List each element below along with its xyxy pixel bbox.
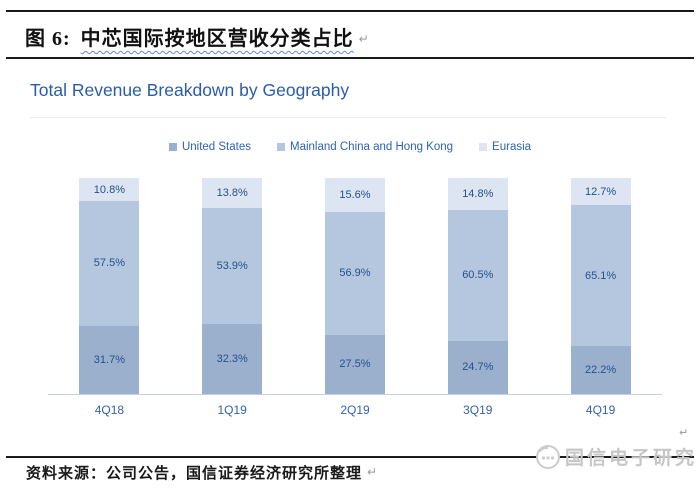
bar-segment: 13.8% [202,178,263,208]
bar-value-label: 56.9% [339,267,371,280]
brand-watermark: 国信电子研究 [535,443,697,470]
x-axis-label: 2Q19 [340,403,370,417]
legend-label: Eurasia [492,141,532,153]
x-axis-label: 4Q19 [585,403,616,417]
figure-title: 中芯国际按地区营收分类占比 [80,26,354,50]
x-axis-label: 1Q19 [217,403,247,417]
x-axis-line [48,394,662,395]
bar-segment: 65.1% [570,205,631,347]
bar-segment: 14.8% [447,178,508,210]
bar-value-label: 14.8% [462,187,494,200]
wechat-account-logo-icon [535,444,560,469]
bar-segment: 57.5% [79,201,140,326]
chart-title: Total Revenue Breakdown by Geography [30,80,350,100]
bar-value-label: 12.7% [584,185,617,198]
legend-label: United States [181,141,251,153]
x-axis-label: 4Q18 [94,403,125,417]
bar-value-label: 13.8% [216,186,248,199]
bar-segment: 53.9% [202,207,263,325]
bar-value-label: 24.7% [462,361,494,374]
legend-swatch-icon [479,143,488,151]
chart-legend: United States Mainland China and Hong Kon… [0,141,700,153]
legend-item: Eurasia [479,141,531,153]
bar-value-label: 57.5% [93,257,125,270]
legend-item: United States [168,141,251,153]
bar-value-label: 32.3% [216,353,248,366]
bar-segment: 12.7% [570,178,631,206]
legend-label: Mainland China and Hong Kong [290,141,454,153]
bar-value-label: 31.7% [93,353,125,366]
bar-value-label: 27.5% [339,358,371,371]
header-top-rule [6,10,694,12]
paragraph-mark: ↵ [367,465,379,479]
header-bottom-rule [6,57,694,59]
bar-value-label: 15.6% [339,188,371,201]
figure-number-label: 图 6: [25,28,71,50]
bar-segment: 60.5% [447,209,508,341]
legend-item: Mainland China and Hong Kong [277,141,453,153]
bar-value-label: 60.5% [462,269,494,282]
bar-value-label: 22.2% [584,364,617,377]
bar-segment: 15.6% [325,178,385,212]
paragraph-mark: ↵ [679,426,689,439]
bar-segment: 22.2% [570,346,631,394]
bar-segment: 24.7% [447,340,508,394]
bar-segment: 31.7% [79,325,140,394]
bar-segment: 56.9% [325,211,385,335]
source-text: 资料来源：公司公告，国信证券经济研究所整理 [26,464,363,482]
bar-segment: 27.5% [325,334,385,394]
chart-title-separator [30,117,666,118]
bar-segment: 10.8% [79,178,140,202]
bar-value-label: 65.1% [584,269,617,282]
paragraph-mark: ↵ [358,32,370,46]
legend-swatch-icon [168,143,177,151]
figure-caption: 图 6: 中芯国际按地区营收分类占比 ↵ [25,22,370,51]
legend-swatch-icon [277,143,285,151]
bar-segment: 32.3% [202,324,263,394]
source-line: 资料来源：公司公告，国信证券经济研究所整理 ↵ [26,462,378,483]
watermark-text: 国信电子研究 [564,447,697,469]
bar-value-label: 53.9% [216,260,248,272]
x-axis-label: 3Q19 [463,403,493,417]
footer-rule [6,456,694,458]
bar-value-label: 10.8% [93,183,125,196]
